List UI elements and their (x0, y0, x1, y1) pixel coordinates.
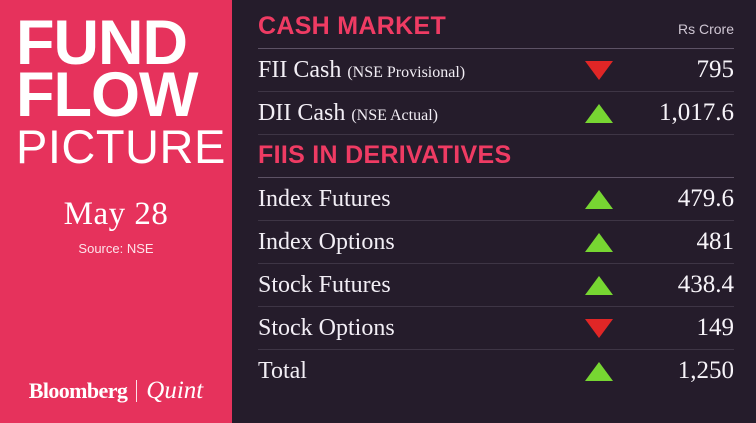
triangle-down-icon (585, 60, 613, 80)
title-word-flow: FLOW (16, 59, 198, 130)
row-label: Total (258, 357, 307, 384)
table-row: Total 1,250 (258, 350, 734, 392)
row-value: 149 (696, 314, 735, 341)
row-value: 795 (696, 56, 735, 83)
row-label: Stock Futures (258, 271, 391, 298)
data-panel: CASH MARKET Rs Crore FII Cash (NSE Provi… (232, 0, 756, 423)
triangle-up-icon (585, 189, 613, 209)
direction-cell (568, 361, 630, 381)
row-value: 1,017.6 (659, 99, 734, 126)
row-value: 438.4 (677, 271, 734, 298)
row-value: 479.6 (677, 185, 734, 212)
data-source-label: Source: NSE (78, 241, 154, 257)
section-title: FIIs IN DERIVATIVES (258, 141, 512, 169)
direction-cell (568, 189, 630, 209)
row-value: 481 (696, 228, 735, 255)
direction-cell (568, 275, 630, 295)
table-row: Stock Options 149 (258, 307, 734, 350)
section-divider (258, 48, 734, 49)
report-date: May 28 (63, 196, 169, 233)
brand-logos: Bloomberg Quint (0, 377, 232, 405)
row-label: Stock Options (258, 314, 395, 341)
title-word-picture: PICTURE (16, 120, 226, 174)
row-label-sub: (NSE Actual) (351, 106, 438, 124)
row-label: Index Futures (258, 185, 391, 212)
table-row: Stock Futures 438.4 (258, 264, 734, 307)
row-label: FII Cash (NSE Provisional) (258, 57, 568, 84)
row-label-main: FII Cash (258, 56, 342, 83)
title-panel: FUND FLOW PICTURE May 28 Source: NSE Blo… (0, 0, 232, 423)
direction-cell (568, 318, 630, 338)
row-label: DII Cash (NSE Actual) (258, 100, 568, 127)
table-row: FII Cash (NSE Provisional) 795 (258, 49, 734, 92)
unit-label: Rs Crore (677, 21, 734, 37)
quint-logo: Quint (146, 377, 204, 404)
row-label-main: DII Cash (258, 99, 346, 126)
direction-cell (568, 232, 630, 252)
section-header-derivatives: FIIs IN DERIVATIVES (258, 135, 734, 177)
logo-divider (136, 380, 138, 402)
row-label: Index Options (258, 228, 395, 255)
triangle-up-icon (585, 232, 613, 252)
section-title: CASH MARKET (258, 12, 447, 40)
table-row: Index Futures 479.6 (258, 178, 734, 221)
direction-cell (568, 60, 630, 80)
table-row: Index Options 481 (258, 221, 734, 264)
bloomberg-logo: Bloomberg (28, 378, 128, 403)
section-divider (258, 177, 734, 178)
triangle-up-icon (585, 361, 613, 381)
row-value: 1,250 (677, 357, 734, 384)
triangle-up-icon (585, 275, 613, 295)
table-row: DII Cash (NSE Actual) 1,017.6 (258, 92, 734, 135)
triangle-down-icon (585, 318, 613, 338)
direction-cell (568, 103, 630, 123)
title-word-fund: FUND (16, 8, 188, 78)
section-header-cash-market: CASH MARKET Rs Crore (258, 12, 734, 48)
row-label-sub: (NSE Provisional) (347, 63, 466, 81)
triangle-up-icon (585, 103, 613, 123)
